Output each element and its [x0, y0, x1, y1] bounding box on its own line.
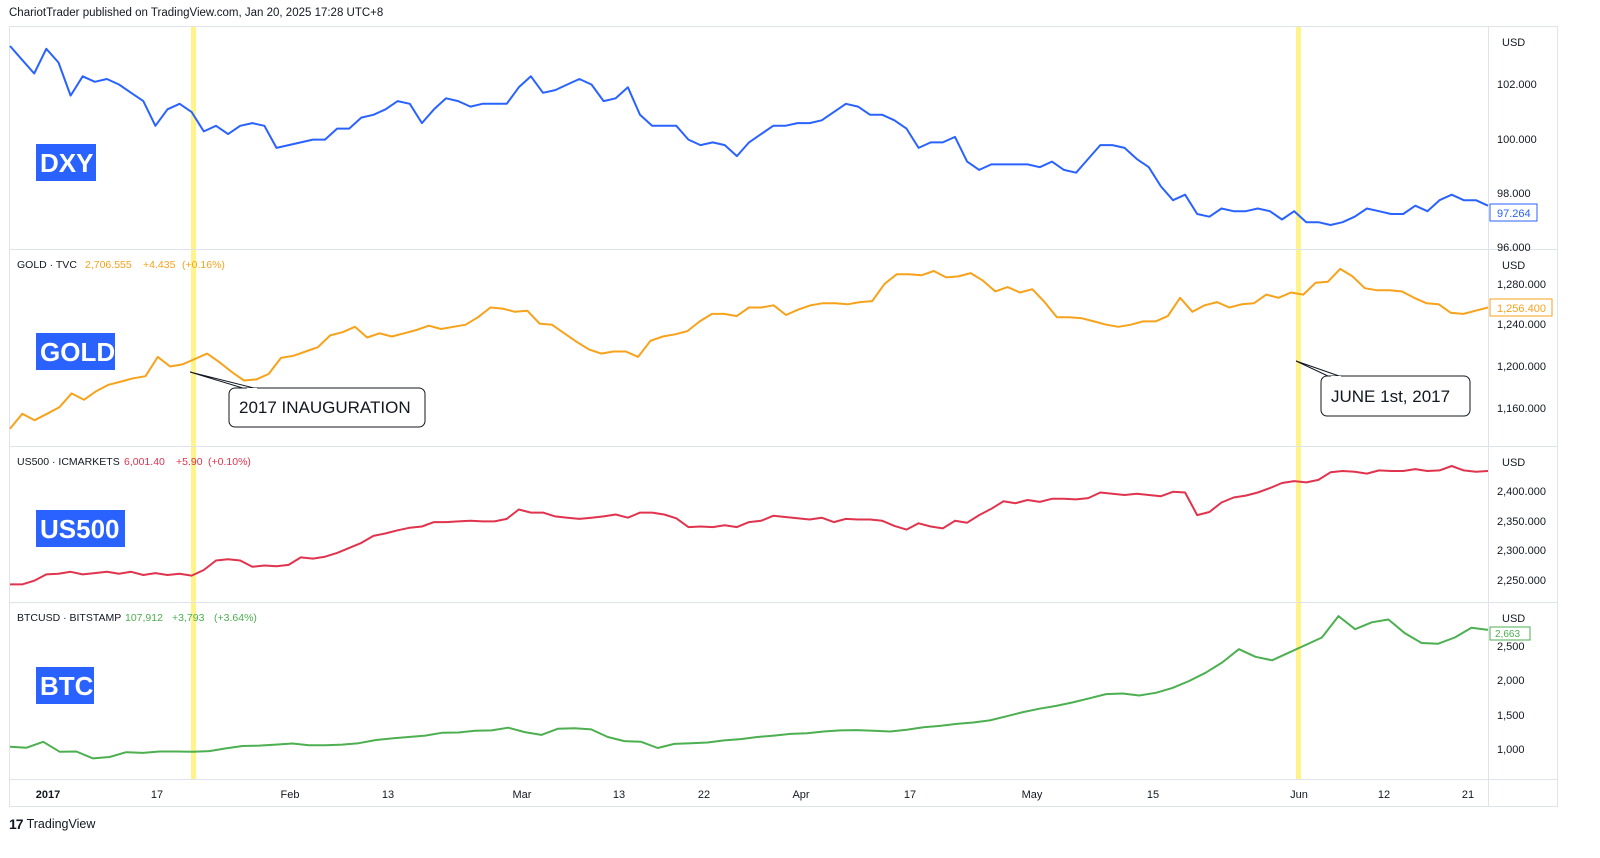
y-tick-label: 1,240.000 — [1497, 319, 1546, 331]
y-tick-label: 2,250.000 — [1497, 575, 1546, 587]
x-tick-label: Jun — [1290, 789, 1308, 801]
highlight-band-june — [1296, 27, 1301, 779]
y-tick-label: 98.000 — [1497, 188, 1531, 200]
last-value-text: 97.264 — [1497, 208, 1531, 220]
ticker-badge-bg — [36, 510, 125, 547]
x-tick-label: 22 — [698, 789, 710, 801]
y-tick-label: 2,000 — [1497, 675, 1525, 687]
ticker-badge-dxy: DXY — [40, 148, 93, 178]
y-tick-label: 2,500 — [1497, 641, 1525, 653]
callout-text: 2017 INAUGURATION — [239, 398, 411, 417]
highlight-bands — [191, 27, 1301, 779]
tradingview-footer[interactable]: 17 TradingView — [9, 816, 95, 832]
legend-change-pct: (+0.16%) — [182, 259, 225, 271]
callout-box — [228, 387, 426, 428]
y-tick-label: 1,280.000 — [1497, 279, 1546, 291]
y-axis-us500: 2,400.000 2,350.000 2,300.000 2,250.000 — [1497, 486, 1546, 587]
callout-june[interactable]: JUNE 1st, 2017 — [1295, 360, 1471, 417]
pane-btc[interactable]: BTCUSD · BITSTAMP 107,912 +3,793 (+3.64%… — [9, 612, 1531, 760]
y-tick-label: 96.000 — [1497, 242, 1531, 254]
y-tick-label: 2,350.000 — [1497, 516, 1546, 528]
x-tick-label: 17 — [151, 789, 163, 801]
y-axis-dxy: 102.000 100.000 98.000 96.000 — [1497, 79, 1537, 254]
last-value-label-dxy: 97.264 — [1489, 203, 1538, 222]
last-value-label-gold: 1,256.400 — [1489, 298, 1553, 317]
x-tick-label: 2017 — [36, 789, 60, 801]
legend-change: +5.90 — [176, 456, 203, 468]
callout-pointer — [1295, 360, 1343, 378]
y-tick-label: 1,200.000 — [1497, 361, 1546, 373]
x-tick-label: 17 — [904, 789, 916, 801]
series-line-dxy — [9, 45, 1489, 226]
legend-price: 6,001.40 — [124, 456, 165, 468]
ticker-badge-bg — [36, 667, 94, 704]
last-value-text: 1,256.400 — [1497, 303, 1546, 315]
currency-label: USD — [1502, 613, 1525, 625]
ticker-badge-us500: US500 — [40, 514, 120, 544]
last-value-label-btc: 2,663 — [1489, 626, 1531, 641]
series-line-us500 — [10, 465, 1489, 586]
series-line-us500 — [10, 465, 1489, 586]
legend-symbol: GOLD · TVC — [17, 259, 77, 271]
x-tick-label: 15 — [1147, 789, 1159, 801]
callout-inauguration[interactable]: 2017 INAUGURATION — [189, 371, 426, 428]
brand-text: TradingView — [26, 817, 96, 831]
callout-text: JUNE 1st, 2017 — [1331, 387, 1450, 406]
series-line-btc — [9, 615, 1489, 760]
y-tick-label: 100.000 — [1497, 134, 1537, 146]
y-axis-gold: 1,280.000 1,240.000 1,200.000 1,160.000 — [1497, 279, 1546, 415]
y-tick-label: 102.000 — [1497, 79, 1537, 91]
x-tick-label: 21 — [1462, 789, 1474, 801]
callout-box — [1320, 375, 1471, 417]
y-tick-label: 1,500 — [1497, 710, 1525, 722]
pane-gold[interactable]: GOLD · TVC 2,706.555 +4.435 (+0.16%) USD… — [9, 259, 1553, 430]
legend-change: +4.435 — [143, 259, 176, 271]
tradingview-logo-icon: 17 — [9, 816, 24, 832]
y-axis-btc: 2,500 2,000 1,500 1,000 — [1497, 641, 1525, 756]
x-tick-label: Apr — [792, 789, 809, 801]
y-tick-label: 1,160.000 — [1497, 403, 1546, 415]
ticker-badge-btc: BTC — [40, 671, 94, 701]
ticker-badge-gold: GOLD — [40, 337, 115, 367]
currency-label: USD — [1502, 457, 1525, 469]
legend-change-pct: (+3.64%) — [214, 612, 257, 624]
legend-symbol: BTCUSD · BITSTAMP — [17, 612, 121, 624]
currency-label: USD — [1502, 37, 1525, 49]
pane-us500[interactable]: US500 · ICMARKETS 6,001.40 +5.90 (+0.10%… — [10, 456, 1546, 587]
legend-change: +3,793 — [172, 612, 205, 624]
x-tick-label: Mar — [513, 789, 532, 801]
series-line-btc — [9, 615, 1489, 760]
time-axis[interactable]: 2017 17 Feb 13 Mar 13 22 Apr 17 May 15 J… — [36, 789, 1474, 801]
currency-label: USD — [1502, 260, 1525, 272]
series-line-gold — [9, 267, 1489, 430]
ticker-badge-bg — [36, 144, 96, 181]
legend-symbol: US500 · ICMARKETS — [17, 456, 120, 468]
x-tick-label: 13 — [613, 789, 625, 801]
highlight-band-inauguration — [191, 27, 196, 779]
x-tick-label: May — [1022, 789, 1043, 801]
pane-separators — [10, 27, 1557, 806]
y-tick-label: 2,400.000 — [1497, 486, 1546, 498]
series-line-gold — [9, 267, 1489, 430]
x-tick-label: 12 — [1378, 789, 1390, 801]
ticker-badge-bg — [36, 333, 115, 370]
y-tick-label: 1,000 — [1497, 744, 1525, 756]
last-value-text: 2,663 — [1495, 629, 1520, 640]
x-tick-label: Feb — [281, 789, 300, 801]
y-tick-label: 2,300.000 — [1497, 545, 1546, 557]
chart-frame — [9, 26, 1558, 807]
series-line-dxy — [9, 45, 1489, 226]
legend-price: 2,706.555 — [85, 259, 132, 271]
pane-dxy[interactable]: USD 102.000 100.000 98.000 96.000 DXY 97… — [9, 37, 1538, 254]
legend-change-pct: (+0.10%) — [208, 456, 251, 468]
publisher-header: ChariotTrader published on TradingView.c… — [9, 7, 384, 19]
legend-price: 107,912 — [125, 612, 163, 624]
x-tick-label: 13 — [382, 789, 394, 801]
